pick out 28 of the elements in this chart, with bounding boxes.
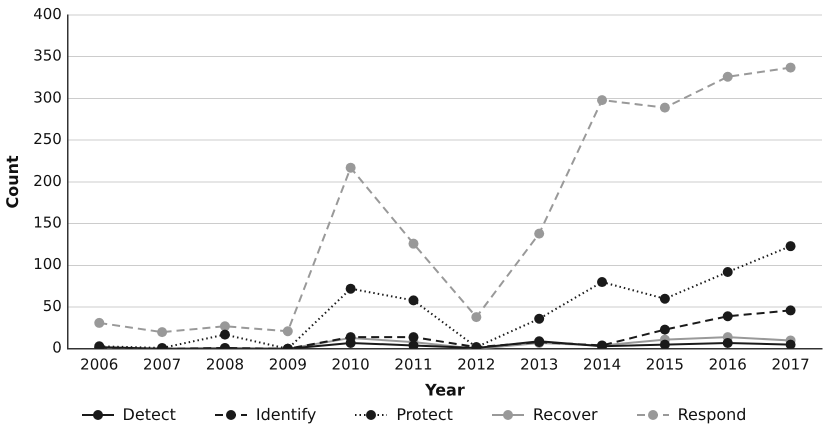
x-tick-label: 2015 [646, 356, 684, 374]
y-tick-label: 0 [52, 338, 62, 357]
x-tick-label: 2006 [80, 356, 118, 374]
x-tick-label: 2007 [143, 356, 182, 374]
y-tick-label: 300 [33, 88, 62, 106]
y-tick-label: 150 [33, 214, 62, 232]
y-tick-label: 50 [42, 296, 62, 315]
y-tick-label: 250 [33, 130, 62, 148]
x-tick-label: 2010 [332, 356, 370, 374]
x-tick-label: 2009 [268, 356, 307, 374]
x-tick-label: 2008 [206, 356, 244, 374]
x-axis-title: Year [424, 380, 465, 400]
legend-label: Protect [396, 405, 453, 424]
legend-label: Respond [678, 405, 746, 424]
x-tick-label: 2012 [457, 356, 496, 374]
x-tick-label: 2014 [582, 356, 622, 374]
y-tick-label: 200 [33, 172, 62, 190]
y-tick-label: 400 [33, 4, 62, 23]
legend-label: Detect [122, 405, 176, 424]
legend-label: Recover [532, 405, 598, 424]
y-axis-title: Count [2, 154, 22, 208]
x-tick-label: 2016 [708, 356, 747, 374]
legend-label: Identify [256, 405, 316, 424]
y-tick-label: 350 [33, 46, 62, 65]
y-tick-label: 100 [33, 255, 62, 274]
x-tick-label: 2011 [394, 356, 433, 374]
x-tick-label: 2013 [520, 356, 558, 374]
x-tick-label: 2017 [771, 356, 810, 374]
